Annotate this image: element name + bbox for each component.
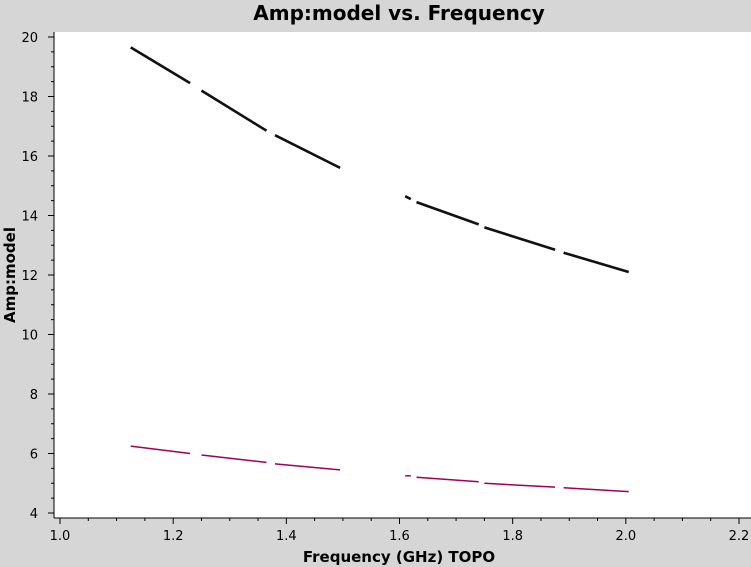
series-1-segment [274,134,341,170]
y-tick-label: 12 [21,269,38,284]
series-1 [130,46,630,274]
series-1-segment [130,46,191,85]
y-tick-label: 16 [21,150,38,165]
axes: 1.0 1.2 1.4 1.6 1.8 2.0 2.2 4 6 8 10 12 14 16 18 20 [21,31,751,544]
y-tick-label: 18 [21,91,38,106]
series-2-segment [201,454,267,464]
y-tick-label: 10 [21,329,38,344]
x-tick-label: 1.4 [276,529,297,544]
x-axis-label: Frequency (GHz) TOPO [303,548,495,566]
y-tick-label: 20 [21,31,38,46]
x-tick-label: 1.0 [50,529,71,544]
x-tick-label: 1.2 [163,529,184,544]
y-tick-label: 14 [21,210,38,225]
series-2 [130,445,629,493]
x-tick-label: 2.0 [615,529,636,544]
series-2-segment [130,445,191,455]
x-tick-label: 2.2 [729,529,750,544]
x-tick-label: 1.6 [389,529,410,544]
series-2-segment [563,486,629,493]
series-group [130,46,630,493]
x-tick-label: 1.8 [502,529,523,544]
series-2-segment [274,463,341,471]
series-1-segment [563,251,630,274]
series-1-segment [404,195,412,201]
y-tick-label: 8 [30,388,38,403]
series-2-segment [484,482,556,488]
chart-title: Amp:model vs. Frequency [253,1,544,25]
series-1-segment [416,200,480,226]
series-1-segment [200,89,268,132]
plot-area [54,32,751,518]
y-tick-label: 6 [30,448,38,463]
series-2-segment [416,476,479,483]
y-axis-label: Amp:model [1,227,19,323]
y-tick-label: 4 [30,507,38,522]
series-1-segment [484,226,556,251]
